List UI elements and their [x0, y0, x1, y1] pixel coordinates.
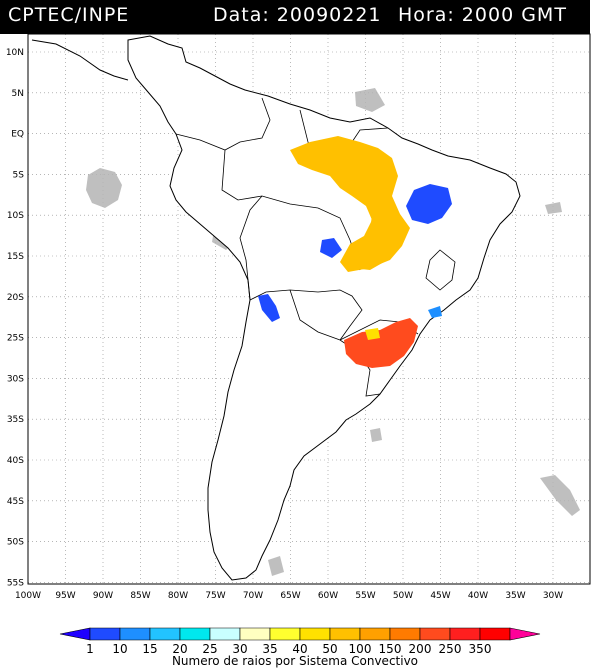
legend-tick: 150	[379, 642, 402, 656]
lat-label: EQ	[11, 130, 24, 140]
lat-label: 40S	[7, 456, 24, 466]
lightning-cells	[258, 136, 452, 368]
map-frame	[27, 33, 591, 585]
date-label: Data: 20090221	[213, 4, 382, 26]
legend-swatch	[119, 627, 151, 641]
lat-label: 5N	[12, 89, 24, 99]
legend-tick: 20	[172, 642, 187, 656]
legend-swatch	[359, 627, 391, 641]
cell-west-blue	[258, 294, 280, 322]
lon-label: 85W	[130, 591, 150, 601]
lat-label: 10S	[7, 211, 24, 221]
legend-tick: 250	[439, 642, 462, 656]
time-label: Hora: 2000 GMT	[398, 4, 567, 26]
lon-label: 30W	[543, 591, 563, 601]
legend-caption: Numero de raios por Sistema Convectivo	[172, 654, 418, 668]
legend-swatch	[419, 627, 451, 641]
central-america-outline	[31, 39, 129, 81]
lon-label: 50W	[393, 591, 413, 601]
continent-outline	[127, 35, 521, 581]
lat-label: 15S	[7, 252, 24, 262]
lon-label: 60W	[318, 591, 338, 601]
lon-label: 100W	[15, 591, 41, 601]
title-bar: CPTEC/INPE Data: 20090221 Hora: 2000 GMT	[0, 0, 590, 34]
lon-label: 80W	[168, 591, 188, 601]
lon-label: 70W	[243, 591, 263, 601]
lat-label: 10N	[6, 48, 24, 58]
legend-tick: 100	[349, 642, 372, 656]
legend-swatch	[299, 627, 331, 641]
lon-label: 65W	[280, 591, 300, 601]
cell-mid-blue	[320, 238, 342, 258]
legend-swatch	[179, 627, 211, 641]
lat-label: 50S	[7, 538, 24, 548]
legend-swatch	[269, 627, 301, 641]
legend-tick: 200	[409, 642, 432, 656]
lon-label: 75W	[205, 591, 225, 601]
legend-tick: 10	[112, 642, 127, 656]
legend-swatch	[389, 627, 421, 641]
source-label: CPTEC/INPE	[8, 4, 130, 26]
legend-swatch	[329, 627, 361, 641]
lat-label: 55S	[7, 578, 24, 588]
legend-colorbar	[59, 627, 541, 641]
legend-swatch	[509, 627, 541, 641]
lat-label: 5S	[13, 170, 25, 180]
legend-swatch	[239, 627, 271, 641]
lon-label: 95W	[55, 591, 75, 601]
legend-swatch	[149, 627, 181, 641]
legend-tick: 30	[232, 642, 247, 656]
legend-tick: 1	[86, 642, 94, 656]
lon-label: 40W	[468, 591, 488, 601]
lat-label: 35S	[7, 415, 24, 425]
latitude-labels: 10N 5N EQ 5S 10S 15S 20S 25S 30S 35S 40S 45S 50S 55S	[6, 48, 24, 588]
legend-swatch	[89, 627, 121, 641]
legend-swatch	[59, 627, 91, 641]
lat-label: 45S	[7, 497, 24, 507]
lat-label: 25S	[7, 334, 24, 344]
legend-swatch	[209, 627, 241, 641]
lat-label: 30S	[7, 374, 24, 384]
lon-label: 55W	[355, 591, 375, 601]
legend-tick: 40	[292, 642, 307, 656]
lon-label: 90W	[93, 591, 113, 601]
lon-label: 45W	[430, 591, 450, 601]
lat-label: 20S	[7, 293, 24, 303]
legend-swatch	[479, 627, 511, 641]
cell-sp-yellow	[365, 328, 380, 340]
legend-tick: 15	[142, 642, 157, 656]
lon-label: 35W	[505, 591, 525, 601]
legend-tick: 35	[262, 642, 277, 656]
legend-tick-labels: 1 10 15 20 25 30 35 40 50 100 150 200 250 350	[86, 642, 491, 656]
legend-tick: 350	[469, 642, 492, 656]
legend-swatch	[449, 627, 481, 641]
cell-central-yellow	[348, 212, 400, 270]
cell-ne-blue	[406, 184, 452, 224]
cell-sp-blue	[428, 306, 442, 318]
legend-tick: 50	[322, 642, 337, 656]
cell-south-orange	[344, 318, 418, 368]
legend-tick: 25	[202, 642, 217, 656]
longitude-labels: 100W 95W 90W 85W 80W 75W 70W 65W 60W 55W 50W 45W 40W…	[15, 591, 563, 601]
